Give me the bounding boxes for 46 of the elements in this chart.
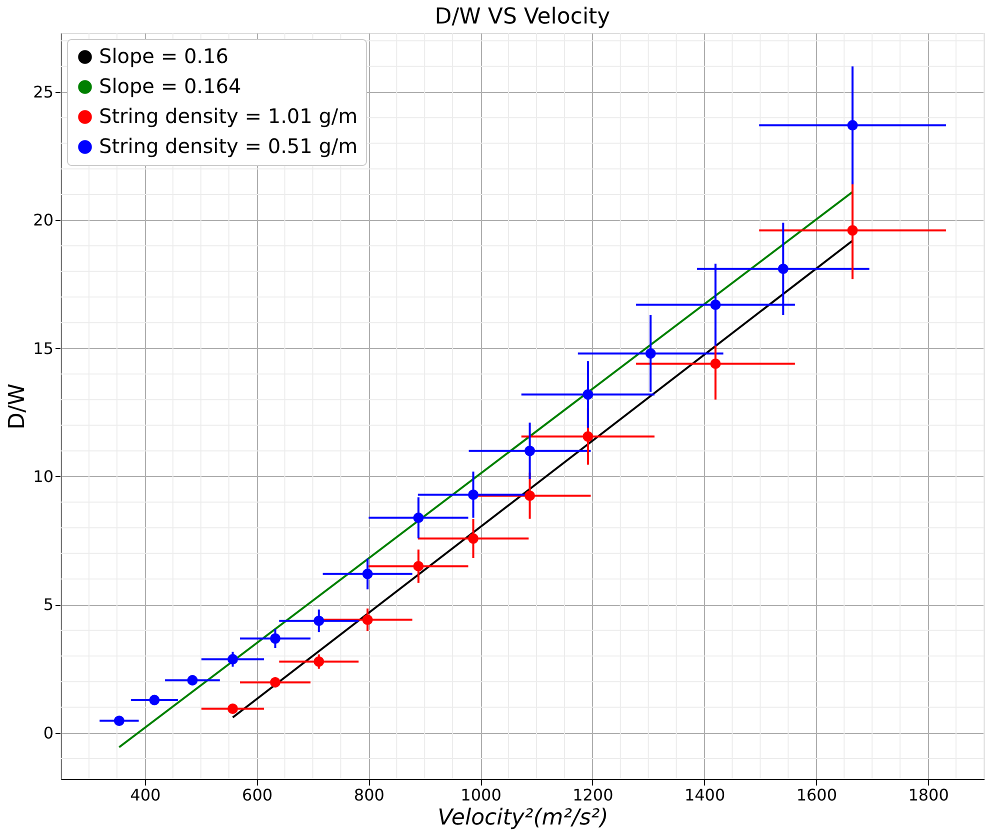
x-tick-label: 600 <box>242 786 273 804</box>
x-tick-label: 400 <box>130 786 161 804</box>
x-tick-label: 800 <box>354 786 384 804</box>
y-axis-title: D/W <box>5 383 30 430</box>
x-axis-title: Velocity²(m²/s²) <box>438 806 608 830</box>
point <box>524 490 536 501</box>
legend-label: Slope = 0.164 <box>99 74 242 98</box>
point <box>710 358 721 369</box>
point <box>187 675 198 686</box>
point <box>270 633 280 644</box>
point <box>847 225 858 236</box>
legend-label: String density = 1.01 g/m <box>99 104 358 128</box>
legend-label: Slope = 0.16 <box>99 44 228 68</box>
point <box>413 560 424 572</box>
y-tick-label: 20 <box>33 210 54 230</box>
y-tick-label: 0 <box>43 723 54 742</box>
x-tick-label: 1800 <box>908 786 949 804</box>
x-tick-label: 1400 <box>684 786 726 804</box>
legend-label: String density = 0.51 g/m <box>99 134 358 158</box>
point <box>710 300 721 310</box>
point <box>314 616 324 626</box>
point <box>114 716 124 726</box>
y-tick-label: 25 <box>33 82 54 102</box>
point <box>227 704 238 714</box>
y-tick-label: 10 <box>33 467 54 486</box>
point <box>270 677 280 688</box>
chart-title: D/W VS Velocity <box>434 4 610 30</box>
point <box>149 694 160 706</box>
x-tick-label: 1600 <box>796 786 838 804</box>
point <box>778 264 788 274</box>
y-tick-label: 15 <box>33 338 54 358</box>
point <box>413 512 424 524</box>
point <box>582 389 594 400</box>
point <box>468 489 479 500</box>
y-tick-label: 5 <box>43 595 54 614</box>
point <box>524 446 536 456</box>
x-tick-label: 1200 <box>572 786 614 804</box>
x-tick-label: 1000 <box>460 786 502 804</box>
point <box>227 654 238 665</box>
point <box>645 348 656 359</box>
point <box>362 614 373 626</box>
point <box>468 533 479 544</box>
point <box>847 120 858 131</box>
point <box>314 656 324 667</box>
point <box>582 431 594 442</box>
point <box>362 568 373 580</box>
